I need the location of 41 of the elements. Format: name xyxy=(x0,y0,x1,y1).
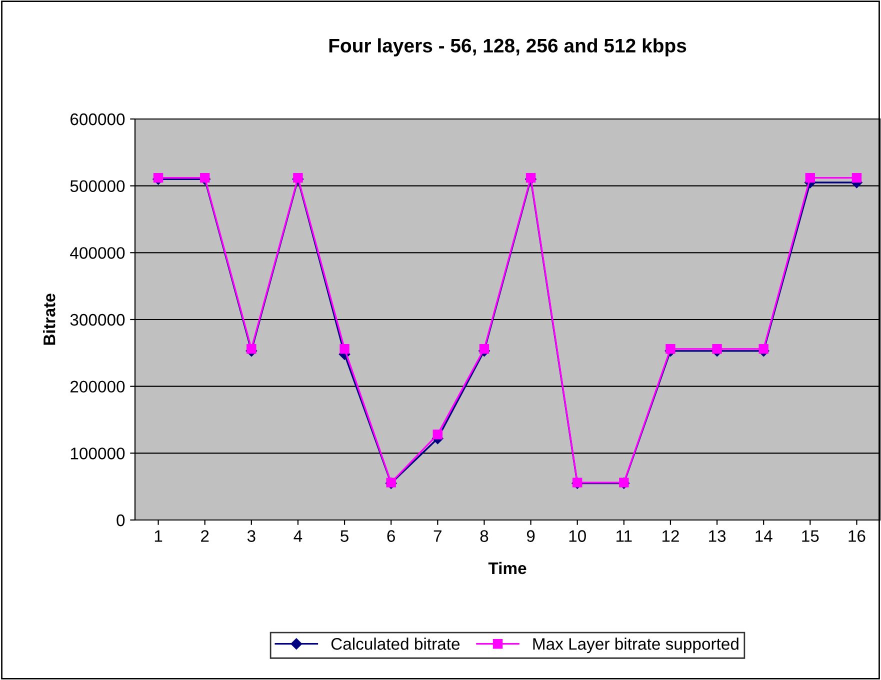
y-tick-label: 300000 xyxy=(70,314,125,326)
x-tick-label: 13 xyxy=(709,530,726,542)
y-tick-label: 0 xyxy=(116,514,125,526)
x-tick-label: 3 xyxy=(247,530,256,542)
point xyxy=(432,430,443,440)
y-tick-label: 400000 xyxy=(70,247,125,259)
x-tick-label: 2 xyxy=(201,530,209,542)
point xyxy=(526,172,536,183)
y-tick-label: 600000 xyxy=(70,113,125,126)
point xyxy=(293,172,303,183)
point xyxy=(758,344,768,354)
point xyxy=(246,344,256,354)
x-tick-label: 14 xyxy=(756,530,772,542)
y-tick-label: 500000 xyxy=(70,180,125,192)
x-tick-label: 7 xyxy=(434,530,442,542)
x-tick-label: 4 xyxy=(294,530,302,542)
x-tick-label: 8 xyxy=(480,530,488,542)
x-tick-label: 15 xyxy=(802,530,819,542)
chart-title: Four layers - 56, 128, 256 and 512 kbps xyxy=(329,38,686,56)
y-tick-label: 200000 xyxy=(70,380,125,393)
point xyxy=(200,172,210,183)
x-tick-label: 12 xyxy=(662,530,679,542)
x-tick-label: 6 xyxy=(387,530,395,542)
point xyxy=(712,344,722,354)
x-tick-label: 9 xyxy=(526,530,535,542)
x-tick-label: 5 xyxy=(340,530,348,542)
x-tick-label: 1 xyxy=(154,530,162,542)
point xyxy=(153,172,164,183)
x-tick-label: 16 xyxy=(848,530,866,542)
point xyxy=(340,344,350,354)
legend-label: Max Layer bitrate supported xyxy=(533,638,738,654)
point xyxy=(852,172,862,183)
point xyxy=(666,344,676,354)
point xyxy=(805,172,816,183)
y-axis-title: Bitrate xyxy=(43,294,56,345)
legend-label: Calculated bitrate xyxy=(331,638,460,650)
y-tick-label: 100000 xyxy=(70,448,125,460)
x-axis-title: Time xyxy=(488,562,526,574)
x-tick-label: 10 xyxy=(569,530,586,542)
point xyxy=(479,344,490,354)
x-tick-label: 11 xyxy=(616,530,632,542)
